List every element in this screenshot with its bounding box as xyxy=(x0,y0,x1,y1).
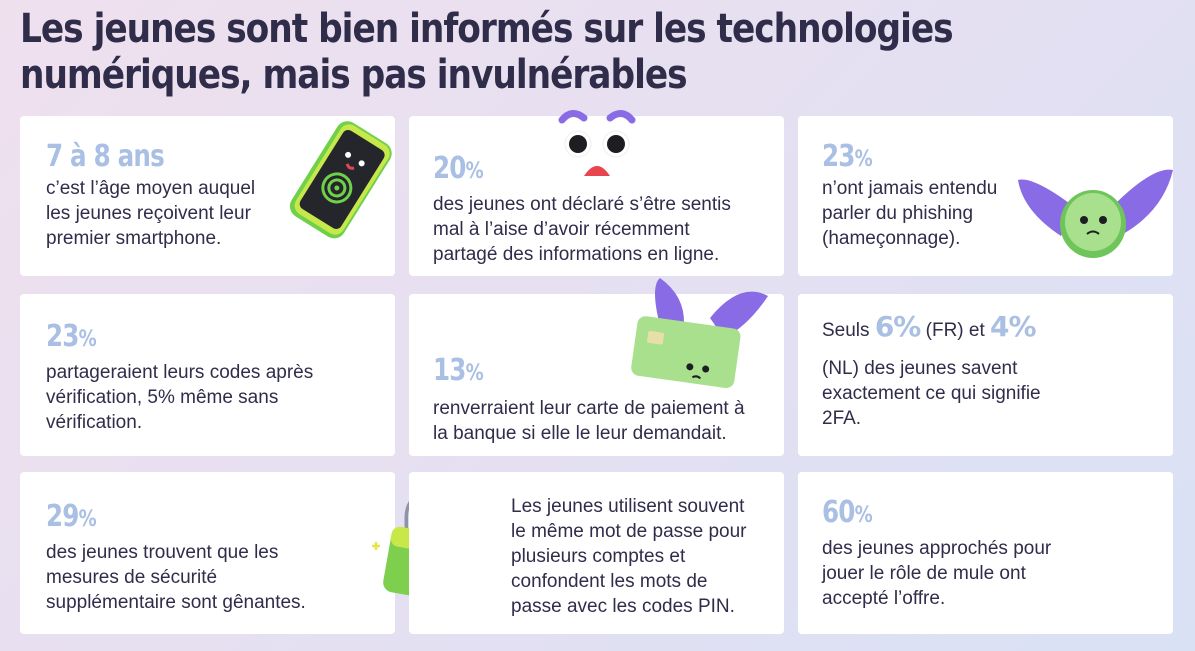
stat-value: 13% xyxy=(433,353,484,388)
card-money-mule: 60% des jeunes approchés pour jouer le r… xyxy=(798,472,1173,634)
page-title: Les jeunes sont bien informés sur les te… xyxy=(20,6,954,98)
stat-fr: 6% xyxy=(874,310,922,343)
label-seuls: Seuls xyxy=(822,320,870,341)
stat-description: partageraient leurs codes après vérifica… xyxy=(46,362,314,433)
stat-nl: 4% xyxy=(990,310,1037,343)
card-uncomfortable-sharing: 20% des jeunes ont déclaré s’être sentis… xyxy=(409,116,784,276)
stat-value: 23% xyxy=(822,139,873,174)
smartphone-icon xyxy=(289,121,392,239)
winged-coin-icon xyxy=(1018,169,1173,258)
stat-value: 60% xyxy=(822,495,873,530)
stat-value: 20% xyxy=(433,151,484,186)
card-security-measures: 29% des jeunes trouvent que les mesures … xyxy=(20,472,395,634)
winged-card-icon xyxy=(631,278,768,389)
card-2fa: Seuls 6% (FR) et 4% (NL) des jeunes save… xyxy=(798,294,1173,456)
card-smartphone-age: 7 à 8 ans c’est l’âge moyen auquel les j… xyxy=(20,116,395,276)
stat-description: renverraient leur carte de paiement à la… xyxy=(433,398,745,444)
stat-description: des jeunes trouvent que les mesures de s… xyxy=(46,542,306,613)
stat-first-line: Seuls 6% (FR) et 4% xyxy=(822,313,1037,343)
card-share-codes: 23% partageraient leurs codes après véri… xyxy=(20,294,395,456)
card-phishing: 23% n’ont jamais entendu parler du phish… xyxy=(798,116,1173,276)
stat-description: (NL) des jeunes savent exactement ce qui… xyxy=(822,358,1041,429)
stat-value: 29% xyxy=(46,499,97,534)
stat-description: Les jeunes utilisent souvent le même mot… xyxy=(511,496,747,617)
label-fr: (FR) xyxy=(925,320,964,341)
stat-value: 23% xyxy=(46,319,97,354)
stat-description: n’ont jamais entendu parler du phishing … xyxy=(822,178,998,249)
stat-description: c’est l’âge moyen auquel les jeunes reço… xyxy=(46,178,256,249)
card-passwords: Les jeunes utilisent souvent le même mot… xyxy=(409,472,784,634)
worried-face-icon xyxy=(558,110,636,176)
stat-value: 7 à 8 ans xyxy=(46,139,165,174)
stat-description: des jeunes approchés pour jouer le rôle … xyxy=(822,538,1052,609)
label-et: et xyxy=(968,320,985,341)
stat-description: des jeunes ont déclaré s’être sentis mal… xyxy=(433,194,731,265)
